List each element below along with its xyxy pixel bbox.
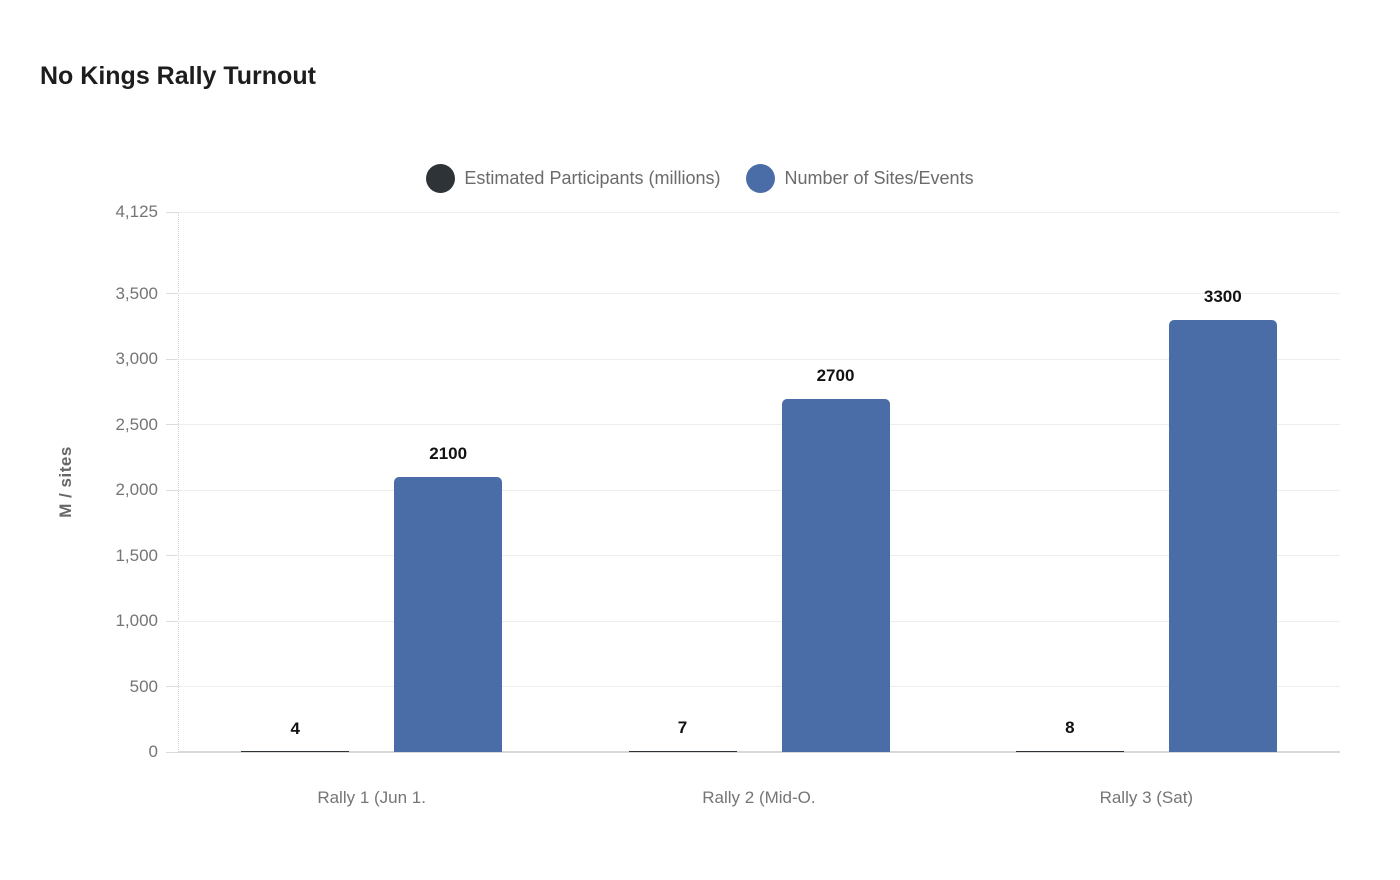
y-tick-label: 1,000: [115, 611, 158, 631]
bar-value-label: 7: [677, 718, 688, 738]
bar[interactable]: [1015, 750, 1124, 752]
y-tick-label: 0: [148, 742, 158, 761]
bar-value-label: 3300: [1203, 287, 1242, 306]
legend: Estimated Participants (millions) Number …: [0, 164, 1400, 193]
y-tick-label: 1,500: [115, 545, 158, 565]
gridline: [178, 686, 1340, 687]
y-tick-mark: [166, 424, 178, 426]
gridline: [178, 358, 1340, 360]
y-tick-mark: [166, 686, 178, 687]
bar[interactable]: [241, 751, 350, 752]
y-tick-label: 4,125: [115, 202, 158, 221]
y-axis-line: [178, 212, 179, 752]
y-tick-label: 500: [129, 676, 158, 696]
legend-item-participants[interactable]: Estimated Participants (millions): [426, 164, 720, 193]
bar-value-label: 2700: [816, 365, 855, 385]
y-tick-label: 2,500: [115, 414, 158, 434]
gridline: [178, 424, 1340, 426]
bar[interactable]: [628, 751, 737, 752]
y-tick-label: 2,000: [115, 480, 158, 500]
y-tick-mark: [166, 211, 178, 213]
x-axis-label: Rally 1 (Jun 1.: [317, 788, 426, 807]
y-tick-mark: [166, 293, 178, 295]
y-tick-label: 3,000: [115, 349, 158, 369]
plot-area[interactable]: 4 2100 7 2700 8 3300: [178, 211, 1340, 753]
y-tick-label: 3,500: [115, 283, 158, 303]
bar-value-label: 8: [1065, 718, 1075, 737]
gridline: [178, 489, 1340, 491]
legend-swatch-icon: [426, 164, 456, 193]
bar-value-label: 4: [290, 718, 300, 738]
x-axis-labels: Rally 1 (Jun 1. Rally 2 (Mid-O. Rally 3 (S…: [178, 788, 1340, 812]
y-tick-mark: [166, 358, 178, 360]
gridline: [178, 211, 1340, 213]
chart-title: No Kings Rally Turnout: [40, 62, 316, 90]
x-axis-baseline: [178, 751, 1340, 753]
legend-swatch-icon: [746, 164, 776, 193]
gridline: [178, 620, 1340, 622]
y-tick-mark: [166, 489, 178, 491]
bar-value-label: 2100: [429, 444, 468, 464]
y-axis-tick-labels: 0 500 1,000 1,500 2,000 2,500 3,000 3,500 4,125: [0, 202, 158, 761]
bar[interactable]: [394, 477, 503, 752]
y-tick-mark: [166, 555, 178, 557]
y-tick-mark: [166, 751, 178, 753]
y-axis-tick-marks: [166, 211, 178, 753]
gridline: [178, 293, 1340, 295]
bar[interactable]: [1168, 320, 1277, 752]
gridline: [178, 555, 1340, 557]
y-tick-mark: [166, 620, 178, 622]
bar[interactable]: [781, 398, 890, 752]
x-axis-label: Rally 2 (Mid-O.: [702, 788, 816, 807]
x-axis-label: Rally 3 (Sat): [1099, 788, 1194, 807]
legend-item-label: Number of Sites/Events: [784, 168, 974, 188]
legend-item-label: Estimated Participants (millions): [464, 168, 721, 188]
legend-item-sites[interactable]: Number of Sites/Events: [746, 164, 974, 193]
